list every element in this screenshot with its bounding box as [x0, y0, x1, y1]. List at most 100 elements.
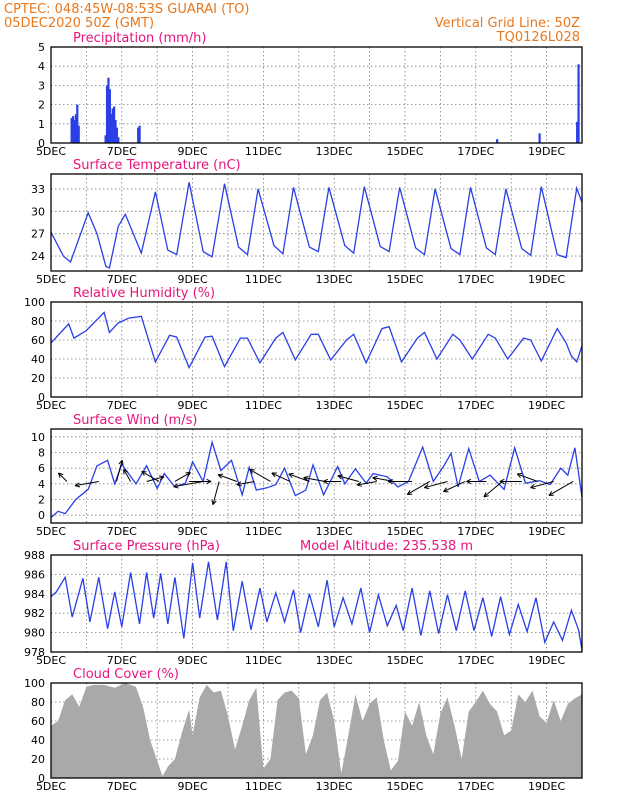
y-tick-label: 982 [24, 607, 45, 620]
x-tick-label: 13DEC [316, 780, 353, 793]
wind-arrow [483, 481, 503, 498]
y-tick-label: 3 [38, 79, 45, 92]
x-tick-label: 17DEC [457, 780, 494, 793]
precip-bar [115, 127, 119, 143]
x-tick-label: 11DEC [245, 780, 282, 793]
y-tick-label: 33 [31, 183, 45, 196]
x-tick-label: 19DEC [528, 780, 565, 793]
x-tick-label: 9DEC [178, 654, 208, 667]
x-tick-label: 11DEC [245, 273, 282, 286]
precip-bar [74, 114, 77, 143]
precip-bar [104, 135, 107, 143]
panel-frame [50, 173, 583, 272]
wind-arrow [123, 468, 132, 482]
y-tick-label: 1 [38, 118, 45, 131]
x-tick-label: 5DEC [36, 780, 66, 793]
y-tick-label: 100 [24, 677, 45, 690]
precip-bar [138, 125, 141, 143]
wind-arrow [387, 478, 413, 485]
y-tick-label: 6 [38, 462, 45, 475]
x-tick-label: 11DEC [245, 654, 282, 667]
y-tick-label: 0 [38, 391, 45, 404]
y-tick-label: 0 [38, 772, 45, 785]
panels: 0 1 2 3 4 5 5DEC 7DEC 9DEC 11DEC 13DEC 15DEC 17DEC 19… [24, 31, 583, 793]
x-tick-label: 9DEC [178, 525, 208, 538]
x-tick-label: 5DEC [36, 145, 66, 158]
x-tick-label: 11DEC [245, 399, 282, 412]
rh-series-line [50, 311, 583, 370]
cloud-cover-area [51, 683, 582, 778]
x-tick-label: 7DEC [107, 145, 137, 158]
x-tick-label: 5DEC [36, 273, 66, 286]
wind-arrow [271, 472, 291, 482]
y-tick-label: 20 [31, 753, 45, 766]
wind-arrow [466, 478, 487, 485]
panel-frame [50, 428, 583, 524]
wind-arrow [303, 475, 326, 482]
wind-arrow [548, 481, 574, 496]
y-tick-label: 20 [31, 372, 45, 385]
precip-bar [77, 125, 80, 143]
grid-note: Vertical Grid Line: 50Z [435, 16, 580, 31]
y-tick-label: 5 [38, 41, 45, 54]
precip-bar [137, 127, 140, 143]
y-tick-label: 2 [38, 99, 45, 112]
wind-arrow [499, 478, 522, 485]
x-tick-label: 7DEC [107, 525, 137, 538]
y-tick-label: 0 [38, 509, 45, 522]
x-tick-label: 17DEC [457, 145, 494, 158]
wind-arrow [217, 473, 238, 482]
panel-frame [50, 682, 583, 779]
model-altitude: Model Altitude: 235.538 m [300, 539, 473, 554]
x-tick-label: 5DEC [36, 654, 66, 667]
wind-arrow [116, 459, 124, 482]
x-tick-label: 15DEC [386, 525, 423, 538]
y-tick-label: 80 [31, 315, 45, 328]
precip-bar [117, 137, 120, 143]
x-tick-label: 13DEC [316, 399, 353, 412]
y-tick-label: 30 [31, 205, 45, 218]
precip-bar [107, 77, 110, 143]
precip-bar [70, 118, 73, 143]
precip-bar [113, 106, 116, 143]
header: CPTEC: 048:45W-08:53S GUARAI (TO) 05DEC2… [4, 2, 580, 45]
x-tick-label: 9DEC [178, 399, 208, 412]
wind-arrow [443, 481, 466, 493]
x-tick-label: 19DEC [528, 273, 565, 286]
y-tick-label: 24 [31, 250, 45, 263]
y-tick-label: 4 [38, 60, 45, 73]
panel-pressure: 978 980 982 984 986 988 5DEC 7DEC 9DEC 11DEC 13DEC… [24, 539, 583, 667]
x-tick-label: 13DEC [316, 145, 353, 158]
x-tick-label: 19DEC [528, 145, 565, 158]
wind-arrow [141, 470, 160, 482]
x-tick-label: 19DEC [528, 654, 565, 667]
x-tick-label: 7DEC [107, 654, 137, 667]
x-tick-label: 9DEC [178, 780, 208, 793]
y-tick-label: 40 [31, 353, 45, 366]
precip-bar [105, 85, 109, 143]
x-tick-label: 9DEC [178, 273, 208, 286]
x-tick-label: 5DEC [36, 525, 66, 538]
wind-arrow [189, 478, 212, 485]
precip-bar [108, 89, 111, 143]
panel-precip: 0 1 2 3 4 5 5DEC 7DEC 9DEC 11DEC 13DEC 15DEC 17DEC 19… [36, 31, 583, 158]
model-code: TQ0126L028 [496, 30, 580, 45]
wind-arrow [406, 481, 431, 495]
x-tick-label: 13DEC [316, 525, 353, 538]
wind-arrow [173, 480, 204, 489]
x-tick-label: 17DEC [457, 654, 494, 667]
panel-title: Cloud Cover (%) [73, 667, 179, 682]
x-tick-label: 15DEC [386, 145, 423, 158]
wind-arrow [249, 468, 271, 482]
y-tick-label: 80 [31, 696, 45, 709]
wind-arrow [74, 480, 99, 488]
y-tick-label: 980 [24, 627, 45, 640]
wind-arrow [57, 472, 68, 482]
precip-bar [538, 133, 541, 143]
wind-arrow [530, 481, 554, 490]
y-tick-label: 0 [38, 137, 45, 150]
wind-arrow [337, 474, 360, 482]
temp-series-line [50, 182, 583, 269]
wind-arrow [236, 480, 255, 487]
